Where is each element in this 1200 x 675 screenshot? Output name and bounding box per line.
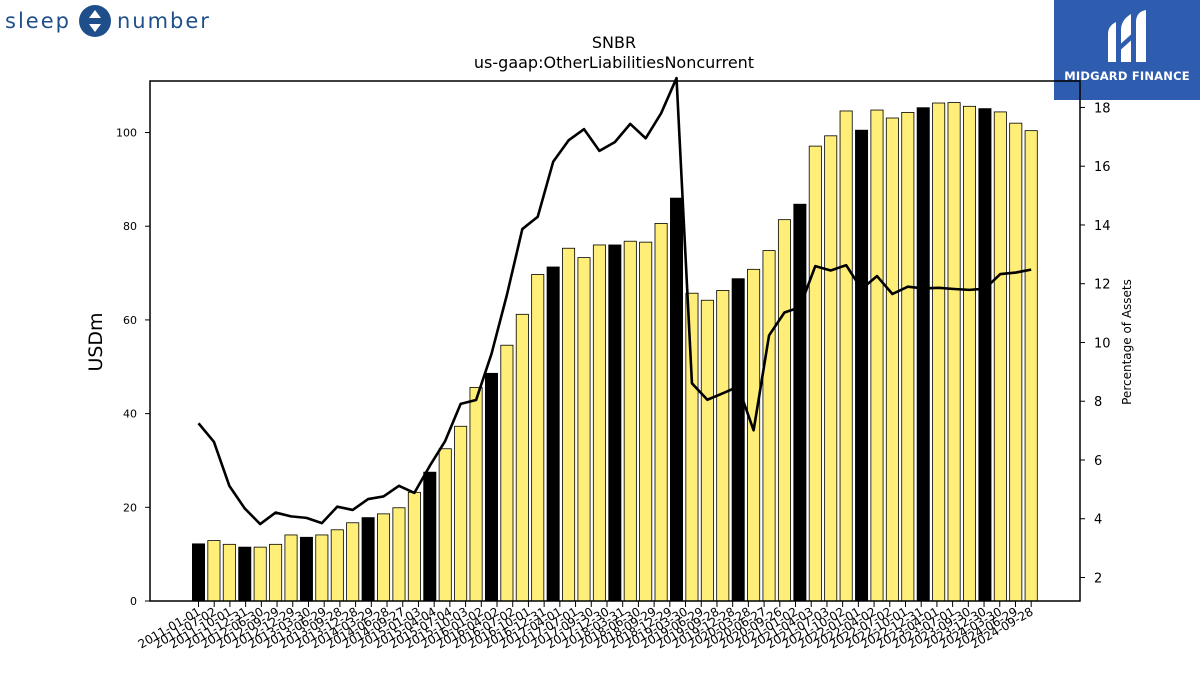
bar-2022-04-02 (885, 117, 899, 602)
bar-2021-10-02 (855, 129, 869, 602)
bar-2012-03-31 (269, 543, 283, 602)
bar-2023-09-30 (978, 108, 992, 602)
midgard-finance-wordmark: MIDGARD FINANCE (1064, 69, 1190, 83)
bar-2023-12-30 (993, 111, 1007, 602)
y-tick-label: 40 (123, 408, 137, 421)
chart-title: SNBR (592, 33, 636, 52)
bar-2011-12-31 (253, 546, 267, 602)
y-tick-label: 60 (123, 314, 137, 327)
bar-2013-09-28 (361, 517, 375, 602)
bar-2020-06-27 (777, 219, 791, 602)
sleep-number-logo-icon (78, 5, 111, 37)
bar-2012-09-29 (299, 536, 313, 602)
bar-2016-04-02 (515, 313, 529, 602)
bar-2011-07-02 (222, 543, 236, 602)
bar-2011-10-01 (238, 546, 252, 602)
midgard-finance-logo: MIDGARD FINANCE (1054, 0, 1200, 100)
bar-2017-07-01 (592, 244, 606, 602)
bar-2013-12-28 (377, 513, 391, 602)
bar-2019-03-30 (700, 299, 714, 602)
bar-2020-09-26 (793, 203, 807, 602)
bar-2012-06-30 (284, 534, 298, 602)
y2-tick-label: 18 (1094, 101, 1111, 116)
y2-tick-label: 16 (1094, 160, 1111, 175)
bar-2019-06-29 (716, 290, 730, 602)
bar-2024-03-30 (1009, 122, 1023, 602)
bar-2014-03-29 (392, 507, 406, 602)
brand-name-part2: number (116, 9, 211, 33)
bar-2018-06-30 (654, 223, 668, 602)
bar-2019-12-28 (747, 268, 761, 602)
midgard-finance-logo-icon (1108, 10, 1146, 62)
bar-2022-12-31 (932, 102, 946, 602)
y2-tick-label: 2 (1094, 571, 1102, 586)
y2-axis-label: Percentage of Assets (1120, 279, 1134, 405)
y-tick-label: 0 (130, 595, 137, 608)
plot-frame (149, 80, 1081, 602)
bar-2016-10-01 (546, 266, 560, 602)
bar-2014-06-28 (407, 491, 421, 602)
bar-2018-12-29 (685, 292, 699, 602)
bar-2014-09-27 (423, 471, 437, 602)
bar-2019-09-28 (731, 278, 745, 602)
bar-2013-03-30 (330, 529, 344, 602)
bar-2017-04-01 (577, 257, 591, 602)
bar-2012-12-29 (315, 534, 329, 602)
y2-tick-label: 6 (1094, 454, 1102, 469)
bar-2015-07-04 (469, 386, 483, 602)
bar-2011-01-01 (191, 543, 205, 602)
bar-2022-07-02 (901, 111, 915, 602)
y2-tick-label: 10 (1094, 336, 1111, 351)
y-axis-label: USDm (85, 312, 107, 371)
bar-2021-01-02 (808, 145, 822, 602)
bar-2016-01-02 (500, 344, 514, 602)
bar-2016-12-31 (562, 247, 576, 602)
y-tick-label: 80 (123, 220, 137, 233)
bar-2024-06-29 (1024, 130, 1038, 602)
bar-2015-10-03 (484, 372, 498, 602)
y2-tick-label: 8 (1094, 395, 1102, 410)
bar-2013-06-29 (346, 522, 360, 602)
bar-2022-10-01 (916, 107, 930, 602)
bar-2017-12-30 (623, 240, 637, 602)
bar-2018-09-29 (670, 197, 684, 602)
y2-tick-label: 14 (1094, 219, 1111, 234)
bar-2023-04-01 (947, 102, 961, 602)
bar-2023-07-01 (963, 105, 977, 602)
y2-tick-label: 12 (1094, 278, 1111, 293)
chart-subtitle: us-gaap:OtherLiabilitiesNoncurrent (474, 53, 754, 72)
bar-2015-04-04 (454, 425, 468, 602)
bar-2016-07-02 (531, 274, 545, 602)
y-tick-label: 100 (116, 127, 137, 140)
bar-2022-01-01 (870, 109, 884, 602)
y-tick-label: 20 (123, 501, 137, 514)
bar-2021-07-03 (839, 110, 853, 602)
percentage-line (197, 76, 1032, 526)
bar-2020-03-28 (762, 250, 776, 602)
brand-name-part1: sleep (5, 9, 71, 33)
bar-2015-01-03 (438, 448, 452, 602)
sleep-number-logo: sleep number (5, 4, 211, 38)
bar-2018-03-31 (639, 241, 653, 602)
bar-2017-09-30 (608, 244, 622, 602)
bar-2021-04-03 (824, 135, 838, 602)
bar-2011-04-02 (207, 540, 221, 602)
y2-tick-label: 4 (1094, 513, 1102, 528)
